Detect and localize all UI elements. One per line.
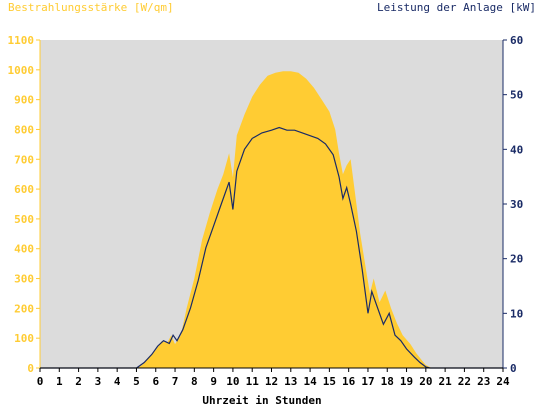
x-tick-label: 8 xyxy=(191,375,198,388)
left-tick-label: 600 xyxy=(14,183,34,196)
left-tick-label: 1000 xyxy=(8,64,35,77)
right-tick-label: 40 xyxy=(510,143,523,156)
x-tick-label: 5 xyxy=(133,375,140,388)
x-tick-label: 13 xyxy=(284,375,297,388)
series-irradiance-area xyxy=(40,71,503,369)
left-tick-label: 1100 xyxy=(8,34,35,47)
left-tick-label: 500 xyxy=(14,213,34,226)
right-tick-label: 30 xyxy=(510,198,523,211)
x-tick-label: 9 xyxy=(210,375,217,388)
right-tick-label: 0 xyxy=(510,362,517,375)
x-tick-label: 16 xyxy=(342,375,356,388)
right-axis-label: Leistung der Anlage [kW] xyxy=(377,1,536,14)
x-tick-label: 4 xyxy=(114,375,121,388)
x-tick-label: 20 xyxy=(419,375,432,388)
left-tick-label: 100 xyxy=(14,332,34,345)
x-tick-label: 19 xyxy=(400,375,413,388)
x-tick-label: 1 xyxy=(56,375,63,388)
x-tick-label: 14 xyxy=(303,375,317,388)
left-tick-label: 0 xyxy=(27,362,34,375)
right-tick-label: 10 xyxy=(510,307,523,320)
series-layer xyxy=(40,71,503,369)
left-tick-label: 800 xyxy=(14,123,34,136)
right-tick-label: 20 xyxy=(510,253,523,266)
x-tick-label: 10 xyxy=(226,375,239,388)
x-tick-label: 18 xyxy=(381,375,394,388)
x-tick-label: 24 xyxy=(496,375,510,388)
x-tick-label: 2 xyxy=(75,375,82,388)
x-tick-label: 3 xyxy=(95,375,102,388)
x-tick-label: 17 xyxy=(361,375,374,388)
x-tick-label: 23 xyxy=(477,375,490,388)
left-axis-label: Bestrahlungsstärke [W/qm] xyxy=(8,1,174,14)
left-tick-label: 400 xyxy=(14,243,34,256)
series-power-line xyxy=(40,126,503,369)
left-tick-label: 300 xyxy=(14,273,34,286)
left-tick-label: 900 xyxy=(14,94,34,107)
left-tick-label: 700 xyxy=(14,153,34,166)
x-tick-label: 21 xyxy=(439,375,453,388)
x-tick-label: 22 xyxy=(458,375,471,388)
x-tick-label: 6 xyxy=(152,375,159,388)
x-tick-label: 15 xyxy=(323,375,336,388)
x-tick-label: 11 xyxy=(246,375,260,388)
x-tick-label: 0 xyxy=(37,375,44,388)
x-axis-label: Uhrzeit in Stunden xyxy=(202,394,321,407)
left-tick-label: 200 xyxy=(14,302,34,315)
right-tick-label: 50 xyxy=(510,89,523,102)
x-tick-label: 7 xyxy=(172,375,179,388)
right-tick-label: 60 xyxy=(510,34,523,47)
x-tick-label: 12 xyxy=(265,375,278,388)
axes: 0100200300400500600700800900100011000102… xyxy=(8,34,524,388)
